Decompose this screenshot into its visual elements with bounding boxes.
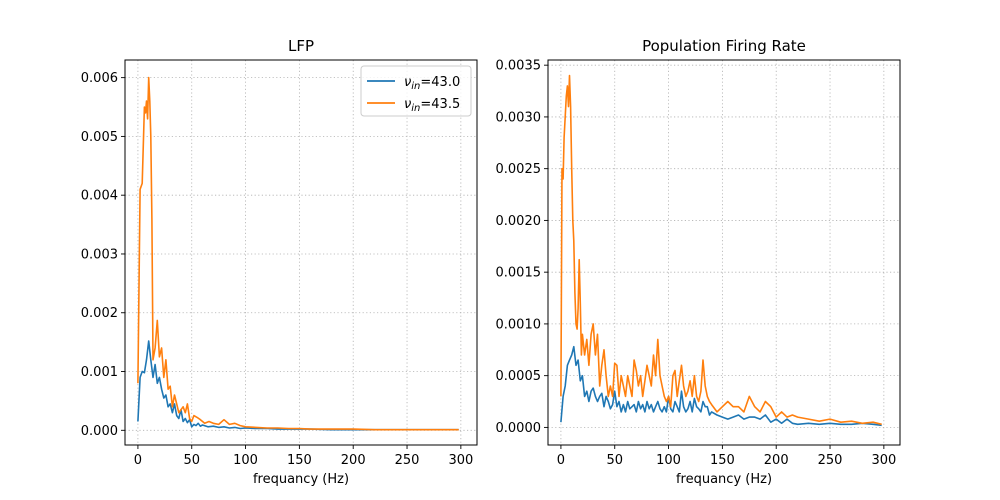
x-tick-label: 100 — [233, 453, 258, 468]
x-tick-label: 250 — [395, 453, 420, 468]
series-line-orange — [137, 76, 459, 431]
y-tick-label: 0.0000 — [496, 421, 542, 436]
x-axis-label: frequancy (Hz) — [676, 472, 772, 487]
y-tick-label: 0.0015 — [496, 266, 542, 281]
y-tick-label: 0.0030 — [496, 110, 542, 125]
x-tick-label: 50 — [606, 453, 623, 468]
grid — [125, 60, 477, 445]
y-tick-label: 0.000 — [81, 424, 118, 439]
y-tick-label: 0.0005 — [496, 369, 542, 384]
legend-label: νin=43.0 — [404, 75, 460, 92]
y-tick-label: 0.006 — [81, 71, 118, 86]
series-line-blue — [560, 345, 882, 427]
x-tick-label: 300 — [871, 453, 896, 468]
legend: νin=43.0 νin=43.5 — [360, 65, 472, 117]
axes-frame — [124, 59, 478, 446]
x-tick-label: 300 — [448, 453, 473, 468]
x-tick-label: 50 — [183, 453, 200, 468]
x-tick-label: 250 — [818, 453, 843, 468]
y-tick-label: 0.004 — [81, 189, 118, 204]
y-tick-label: 0.0010 — [496, 317, 542, 332]
y-tick-label: 0.0035 — [496, 59, 542, 74]
y-tick-label: 0.005 — [81, 130, 118, 145]
x-tick-label: 200 — [341, 453, 366, 468]
legend-label: νin=43.5 — [404, 97, 460, 114]
y-tick-label: 0.002 — [81, 306, 118, 321]
chart-title: LFP — [288, 37, 314, 55]
y-tick-label: 0.0020 — [496, 214, 542, 229]
series-group — [560, 74, 882, 427]
series-line-orange — [560, 74, 882, 426]
x-tick-label: 100 — [656, 453, 681, 468]
x-tick-label: 150 — [710, 453, 735, 468]
axes-frame — [547, 59, 901, 446]
x-tick-label: 150 — [287, 453, 312, 468]
x-tick-label: 0 — [134, 453, 142, 468]
chart-title: Population Firing Rate — [642, 37, 806, 55]
series-group — [137, 76, 459, 431]
series-line-blue — [137, 340, 459, 431]
x-tick-label: 200 — [764, 453, 789, 468]
firing-rate-chart: 0 50 100 150 200 250 300 0.0000 0.0005 0.0010 0.00… — [496, 37, 901, 487]
y-tick-label: 0.003 — [81, 247, 118, 262]
y-tick-label: 0.0025 — [496, 162, 542, 177]
x-tick-label: 0 — [557, 453, 565, 468]
y-tick-label: 0.001 — [81, 365, 118, 380]
lfp-chart: 0 50 100 150 200 250 300 0.000 0.001 0.002 0.003 0.… — [81, 37, 478, 487]
x-axis-label: frequancy (Hz) — [253, 472, 349, 487]
grid — [548, 60, 900, 445]
